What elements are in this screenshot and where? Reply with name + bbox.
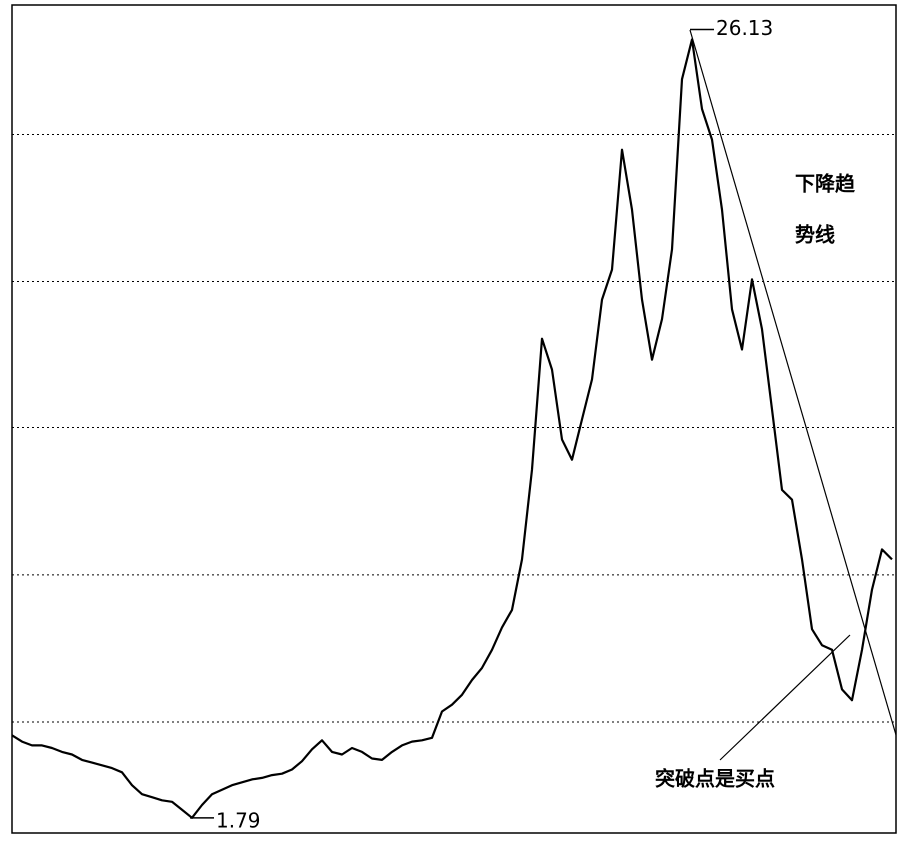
low-label: 1.79	[216, 808, 261, 832]
price-line	[11, 38, 893, 819]
breakout-label: 突破点是买点	[655, 767, 775, 791]
trend-line	[689, 29, 897, 736]
plot-frame	[11, 4, 897, 834]
breakout-pointer	[719, 634, 851, 761]
grid	[12, 134, 896, 723]
high-label: 26.13	[716, 16, 773, 40]
trend-label: 势线	[795, 223, 835, 247]
trend-label: 下降趋	[795, 172, 856, 196]
